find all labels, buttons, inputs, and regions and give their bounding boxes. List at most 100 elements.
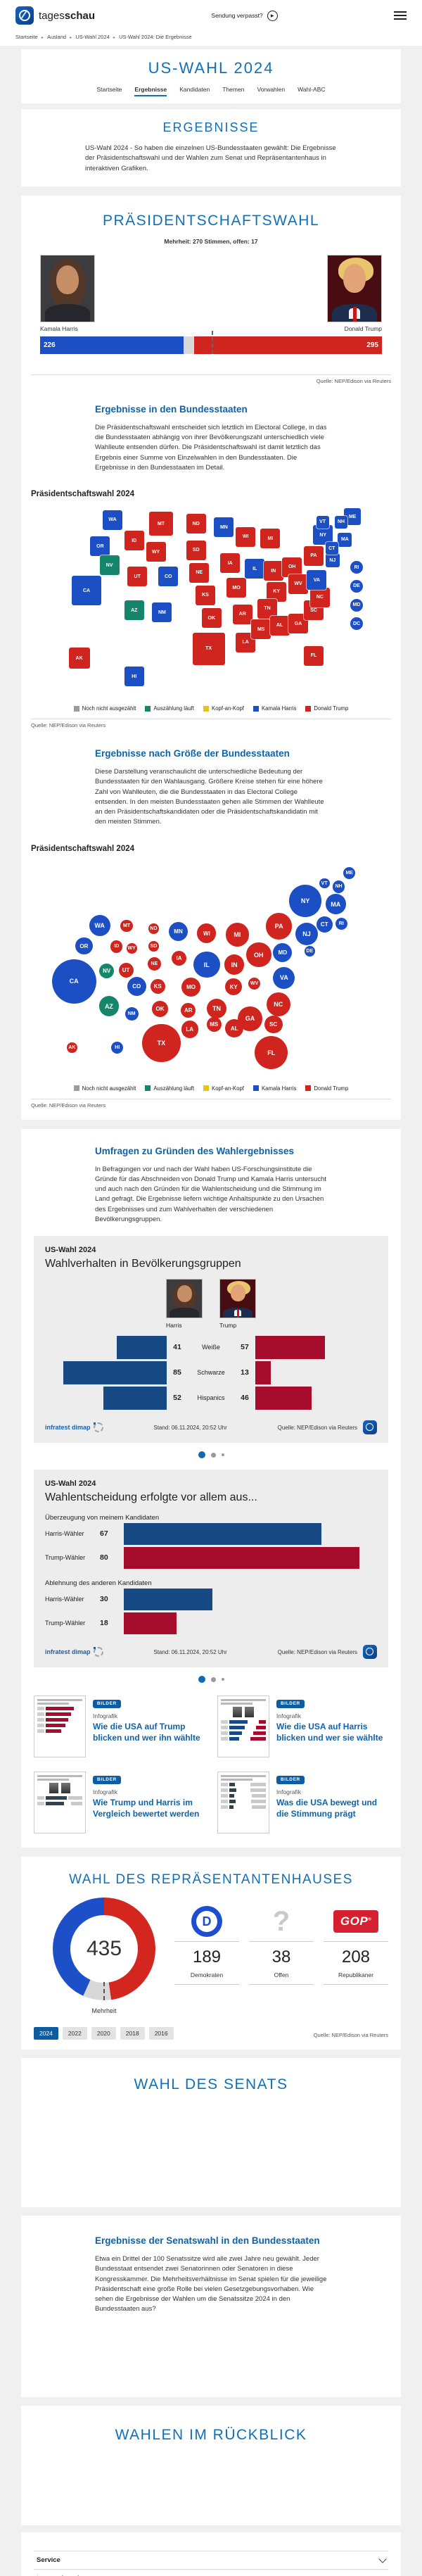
state-bubble-KY[interactable]: KY	[225, 978, 243, 996]
carousel-dot[interactable]	[221, 1453, 224, 1456]
state-bubble-MD[interactable]: MD	[273, 943, 293, 963]
state-bubble-NE[interactable]: NE	[147, 956, 162, 971]
footer-accordion-service[interactable]: Service	[34, 2551, 388, 2570]
state-bubble-NM[interactable]: NM	[124, 1007, 139, 1021]
state-bubble-UT[interactable]: UT	[118, 962, 134, 978]
state-bubble-FL[interactable]: FL	[255, 1036, 288, 1070]
state-bubble-TN[interactable]: TN	[206, 998, 227, 1019]
play-icon[interactable]: ▶	[267, 10, 278, 21]
state-AZ[interactable]: AZ	[124, 600, 144, 621]
state-bubble-MS[interactable]: MS	[206, 1016, 222, 1032]
state-TN[interactable]: TN	[257, 598, 277, 619]
state-bubble-NC[interactable]: NC	[266, 992, 290, 1017]
footer-accordion-tagesschaude[interactable]: tagesschau.de	[34, 2570, 388, 2576]
state-VA[interactable]: VA	[307, 570, 327, 591]
state-NV[interactable]: NV	[99, 555, 120, 575]
year-button-2024[interactable]: 2024	[34, 2027, 58, 2040]
year-button-2020[interactable]: 2020	[91, 2027, 116, 2040]
state-NM[interactable]: NM	[152, 602, 172, 622]
state-bubble-PA[interactable]: PA	[265, 913, 293, 940]
state-MI[interactable]: MI	[260, 529, 281, 549]
state-FL[interactable]: FL	[304, 645, 324, 666]
teaser-link[interactable]: BILDER Infografik Wie Trump und Harris im …	[34, 1772, 205, 1833]
state-NH[interactable]: NH	[335, 515, 347, 529]
missed-show-link[interactable]: Sendung verpasst?	[211, 12, 263, 19]
carousel-dot[interactable]	[210, 1452, 216, 1458]
state-MN[interactable]: MN	[214, 517, 234, 538]
state-bubble-SD[interactable]: SD	[148, 940, 159, 952]
state-TX[interactable]: TX	[192, 632, 225, 665]
teaser-link[interactable]: BILDER Infografik Was die USA bewegt und d…	[217, 1772, 388, 1833]
state-bubble-WI[interactable]: WI	[197, 923, 217, 943]
teaser-link[interactable]: BILDER Infografik Wie die USA auf Harris b…	[217, 1696, 388, 1757]
state-bubble-WA[interactable]: WA	[89, 915, 110, 937]
teaser-link[interactable]: BILDER Infografik Wie die USA auf Trump bl…	[34, 1696, 205, 1757]
state-bubble-NV[interactable]: NV	[99, 964, 115, 979]
tab-vorwahlen[interactable]: Vorwahlen	[257, 86, 286, 93]
teaser-title[interactable]: Wie Trump und Harris im Vergleich bewert…	[93, 1798, 200, 1819]
state-bubble-OK[interactable]: OK	[152, 1001, 168, 1018]
state-IA[interactable]: IA	[220, 553, 241, 574]
breadcrumb-item[interactable]: US-Wahl 2024	[75, 34, 110, 40]
state-bubble-AZ[interactable]: AZ	[98, 996, 120, 1016]
state-NY[interactable]: NY	[313, 525, 333, 545]
state-bubble-RI[interactable]: RI	[335, 917, 347, 930]
state-bubble-IN[interactable]: IN	[224, 954, 245, 975]
state-RI[interactable]: RI	[350, 561, 363, 574]
state-bubble-VT[interactable]: VT	[319, 878, 330, 889]
state-bubble-KS[interactable]: KS	[150, 978, 165, 994]
state-bubble-OH[interactable]: OH	[246, 942, 271, 968]
state-WI[interactable]: WI	[236, 526, 256, 547]
tab-wahl-abc[interactable]: Wahl-ABC	[298, 86, 326, 93]
state-WV[interactable]: WV	[288, 574, 308, 594]
state-bubble-MI[interactable]: MI	[225, 923, 250, 947]
state-bubble-ID[interactable]: ID	[110, 940, 123, 953]
state-CT[interactable]: CT	[325, 542, 338, 555]
state-bubble-CA[interactable]: CA	[51, 959, 96, 1004]
carousel-dot[interactable]	[221, 1678, 224, 1681]
state-CA[interactable]: CA	[72, 576, 101, 606]
state-AR[interactable]: AR	[232, 604, 252, 624]
state-IN[interactable]: IN	[263, 561, 283, 581]
state-bubble-CT[interactable]: CT	[316, 916, 333, 933]
state-OR[interactable]: OR	[90, 536, 110, 557]
breadcrumb-item[interactable]: Ausland	[46, 34, 67, 40]
carousel-dot[interactable]	[210, 1677, 216, 1682]
state-bubble-DE[interactable]: DE	[304, 946, 315, 957]
tab-kandidaten[interactable]: Kandidaten	[179, 86, 210, 93]
teaser-title[interactable]: Was die USA bewegt und die Stimmung präg…	[276, 1798, 378, 1819]
state-bubble-MT[interactable]: MT	[120, 919, 133, 932]
year-button-2016[interactable]: 2016	[148, 2027, 174, 2040]
tab-startseite[interactable]: Startseite	[96, 86, 122, 93]
tab-ergebnisse[interactable]: Ergebnisse	[134, 86, 167, 96]
tab-themen[interactable]: Themen	[222, 86, 245, 93]
state-bubble-WV[interactable]: WV	[248, 977, 261, 990]
state-bubble-MA[interactable]: MA	[326, 894, 346, 914]
state-bubble-MO[interactable]: MO	[181, 977, 201, 997]
carousel-dot[interactable]	[198, 1451, 205, 1458]
year-button-2018[interactable]: 2018	[120, 2027, 145, 2040]
state-bubble-AL[interactable]: AL	[225, 1019, 244, 1038]
state-MT[interactable]: MT	[149, 512, 173, 536]
state-MO[interactable]: MO	[226, 578, 246, 598]
breadcrumb-item[interactable]: US-Wahl 2024: Die Ergebnisse	[119, 34, 192, 40]
state-WY[interactable]: WY	[146, 542, 166, 562]
state-VT[interactable]: VT	[316, 515, 329, 529]
state-OK[interactable]: OK	[201, 608, 222, 629]
state-bubble-AR[interactable]: AR	[181, 1003, 196, 1018]
state-NE[interactable]: NE	[189, 562, 210, 583]
state-DE[interactable]: DE	[350, 579, 363, 593]
state-SD[interactable]: SD	[186, 540, 206, 560]
tagesschau-logo[interactable]: tagesschau	[15, 6, 95, 25]
state-bubble-VA[interactable]: VA	[273, 966, 295, 989]
state-MS[interactable]: MS	[251, 619, 271, 640]
state-bubble-ND[interactable]: ND	[148, 923, 159, 934]
state-ND[interactable]: ND	[186, 514, 206, 534]
state-HI[interactable]: HI	[124, 667, 144, 687]
state-CO[interactable]: CO	[158, 567, 179, 587]
carousel-dot[interactable]	[198, 1676, 205, 1683]
state-IL[interactable]: IL	[245, 559, 265, 579]
state-UT[interactable]: UT	[127, 567, 148, 587]
teaser-title[interactable]: Wie die USA auf Trump blicken und wer ih…	[93, 1722, 200, 1743]
state-bubble-AK[interactable]: AK	[66, 1042, 77, 1053]
